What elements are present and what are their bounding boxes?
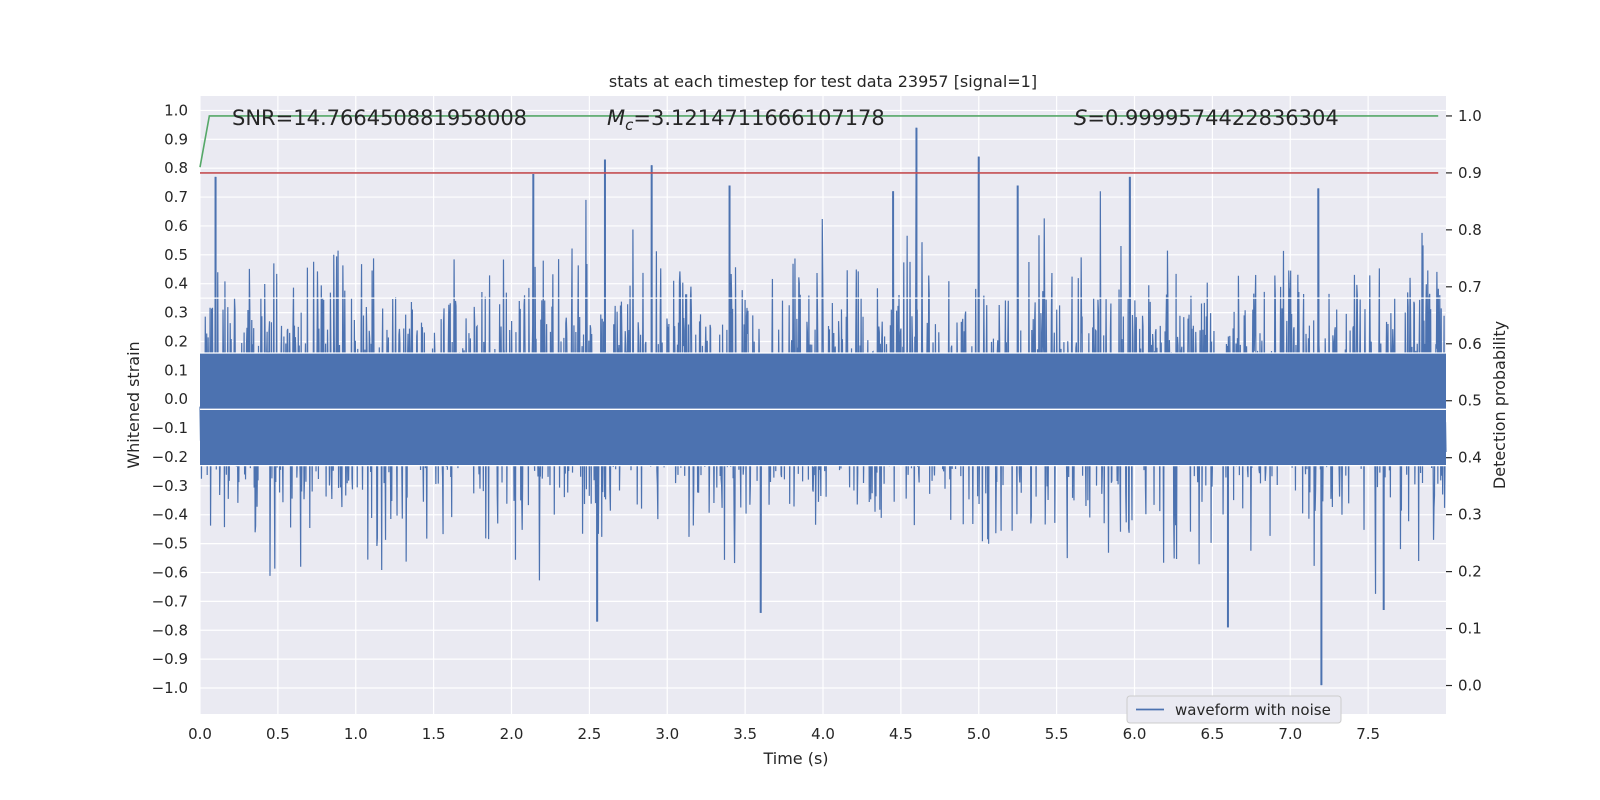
y-tick-label: −0.5	[152, 535, 188, 553]
y-tick-label: 0.1	[164, 361, 188, 379]
x-tick-label: 6.5	[1200, 725, 1224, 743]
y-tick-label: 0.4	[164, 275, 188, 293]
x-tick-label: 3.0	[655, 725, 679, 743]
legend: waveform with noise	[1126, 695, 1342, 724]
x-tick-label: 2.0	[500, 725, 524, 743]
s-value: =0.9999574422836304	[1087, 106, 1338, 130]
y-tick-label: 0.8	[164, 159, 188, 177]
y2-tick-label: 0.3	[1458, 506, 1482, 524]
x-tick-label: 3.5	[733, 725, 757, 743]
y-tick-label: 0.6	[164, 217, 188, 235]
y2-tick-label: 0.6	[1458, 335, 1482, 353]
legend-waveform-label: waveform with noise	[1175, 701, 1331, 719]
x-tick-label: 5.5	[1045, 725, 1069, 743]
y2-tick-label: 0.1	[1458, 620, 1482, 638]
y2-tick-label: 0.2	[1458, 563, 1482, 581]
chart-title: stats at each timestep for test data 239…	[609, 72, 1037, 91]
y-tick-label: −0.7	[152, 592, 188, 610]
y2-tick-label: 0.8	[1458, 221, 1482, 239]
chirp-mass-subscript: c	[625, 116, 634, 134]
y-tick-label: −0.3	[152, 477, 188, 495]
chirp-mass-value: =3.1214711666107178	[633, 106, 884, 130]
probability-series-layer	[199, 115, 1439, 174]
y-tick-label: 0.3	[164, 304, 188, 322]
y2-tick-label: 0.7	[1458, 278, 1482, 296]
y-tick-label: −0.8	[152, 621, 188, 639]
y2-tick-label: 0.0	[1458, 677, 1482, 695]
y-axis-label: Whitened strain	[124, 341, 143, 468]
y2-tick-label: 0.4	[1458, 449, 1482, 467]
x-tick-label: 2.5	[577, 725, 601, 743]
y-tick-label: −0.1	[152, 419, 188, 437]
detection-probability-line	[199, 115, 1439, 168]
x-tick-label: 7.5	[1356, 725, 1380, 743]
y2-tick-label: 0.9	[1458, 164, 1482, 182]
chirp-mass-annotation: Mc=3.1214711666107178	[607, 106, 885, 134]
y-tick-label: 0.2	[164, 332, 188, 350]
s-symbol: S	[1074, 106, 1087, 130]
x-tick-label: 7.0	[1278, 725, 1302, 743]
s-annotation: S=0.9999574422836304	[1074, 106, 1339, 130]
x-tick-label: 1.0	[344, 725, 368, 743]
y2-axis-ticks: 1.0 0.9 0.8 0.7 0.6 0.5 0.4 0.3 0.2 0.1 0.0	[1446, 107, 1482, 695]
snr-annotation: SNR=14.766450881958008	[232, 106, 527, 130]
y2-tick-label: 0.5	[1458, 392, 1482, 410]
x-tick-label: 1.5	[422, 725, 446, 743]
x-tick-label: 4.5	[889, 725, 913, 743]
x-tick-label: 5.0	[967, 725, 991, 743]
y-tick-label: 0.9	[164, 130, 188, 148]
y-tick-label: 1.0	[164, 101, 188, 119]
y-tick-label: −0.4	[152, 506, 188, 524]
y-tick-label: 0.5	[164, 246, 188, 264]
y-tick-label: −1.0	[152, 679, 188, 697]
y-tick-label: −0.6	[152, 563, 188, 581]
y-tick-label: 0.0	[164, 390, 188, 408]
y-axis-ticks: 1.0 0.9 0.8 0.7 0.6 0.5 0.4 0.3 0.2 0.1 0.0 −0.1 −0.…	[152, 101, 188, 697]
y2-tick-label: 1.0	[1458, 107, 1482, 125]
x-tick-label: 4.0	[811, 725, 835, 743]
y2-axis-label: Detection probability	[1490, 321, 1509, 489]
legend-box	[1126, 695, 1342, 724]
waveform-with-noise-series	[199, 127, 1447, 686]
y-tick-label: 0.7	[164, 188, 188, 206]
x-axis-label: Time (s)	[762, 749, 828, 768]
chirp-mass-symbol: M	[607, 106, 625, 130]
x-tick-label: 0.5	[266, 725, 290, 743]
x-axis-ticks: 0.0 0.5 1.0 1.5 2.0 2.5 3.0 3.5 4.0 4.5 5.0 5.5 6.0 6…	[188, 725, 1380, 743]
y-tick-label: −0.9	[152, 650, 188, 668]
y-tick-label: −0.2	[152, 448, 188, 466]
x-tick-label: 6.0	[1123, 725, 1147, 743]
x-tick-label: 0.0	[188, 725, 212, 743]
